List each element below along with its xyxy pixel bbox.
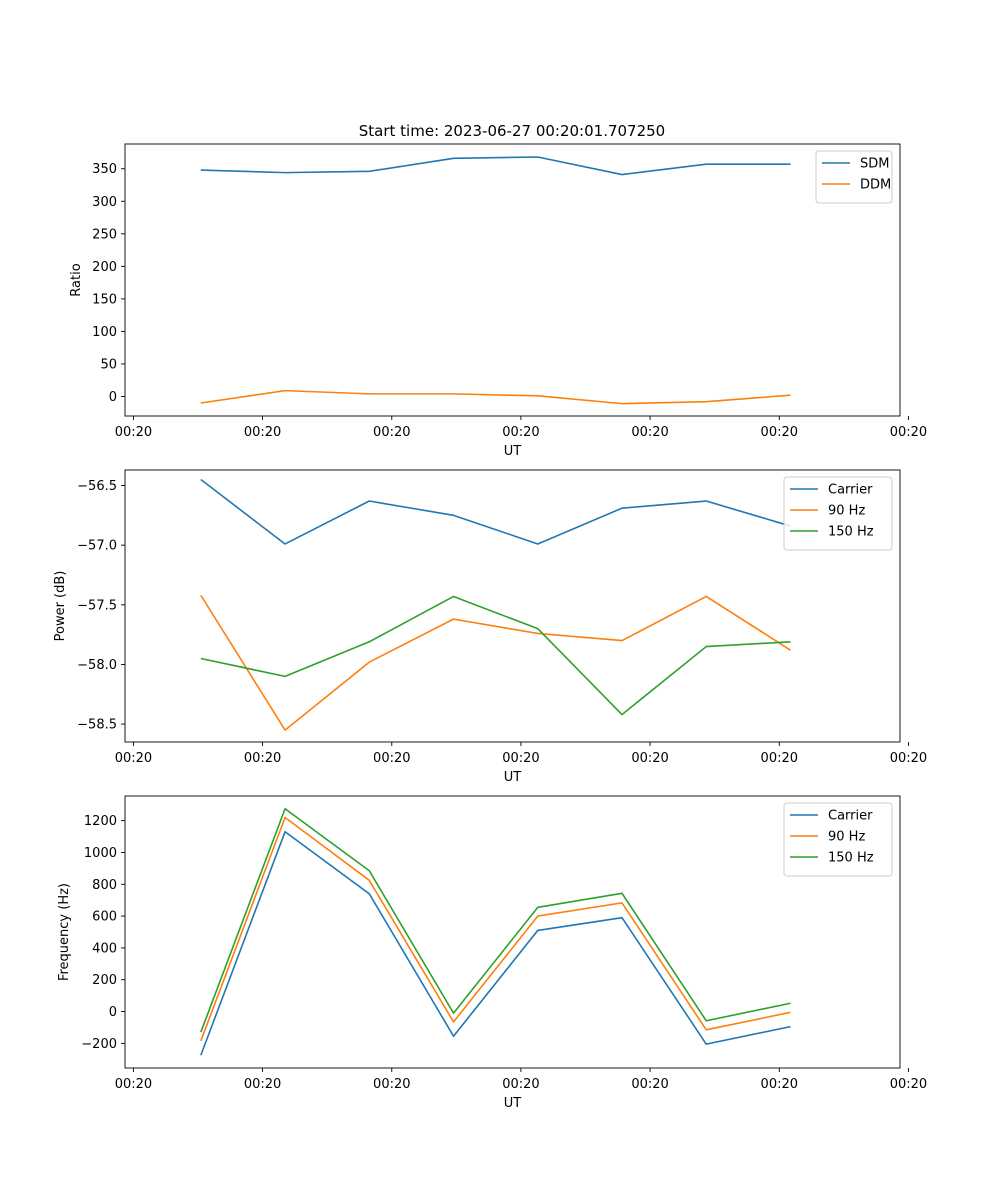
y-tick-label: 150 [92, 292, 117, 307]
series-line-carrier [200, 830, 791, 1056]
legend: SDM DDM [815, 150, 893, 204]
x-tick-label: 00:20 [115, 751, 152, 766]
legend-label: Carrier [828, 483, 873, 498]
legend: Carrier 90 Hz 150 Hz [783, 476, 893, 551]
x-tick-label: 00:20 [115, 1077, 152, 1092]
subplot-2: 00:20 00:20 00:20 00:20 00:20 00:20 00:20 −56.5… [53, 469, 927, 785]
y-tick-label: 0 [109, 1005, 117, 1020]
x-tick-label: 00:20 [502, 1077, 539, 1092]
legend-label: 150 Hz [828, 525, 874, 540]
y-tick-label: 400 [92, 941, 117, 956]
x-tick-label: 00:20 [244, 1077, 281, 1092]
x-tick-label: 00:20 [631, 1077, 668, 1092]
x-tick-label: 00:20 [373, 1077, 410, 1092]
x-tick-label: 00:20 [373, 425, 410, 440]
y-axis-label: Power (dB) [53, 571, 68, 642]
y-axis-label: Ratio [69, 263, 84, 296]
y-tick-label: −57.5 [77, 598, 117, 613]
x-tick-label: 00:20 [631, 425, 668, 440]
axes-frame [124, 143, 901, 417]
x-tick-label: 00:20 [890, 751, 927, 766]
y-tick-label: 350 [92, 162, 117, 177]
x-tick-label: 00:20 [244, 751, 281, 766]
y-tick-label: 1000 [84, 846, 117, 861]
y-tick-label: 200 [92, 973, 117, 988]
y-tick-label: 300 [92, 195, 117, 210]
y-tick-label: 0 [109, 390, 117, 405]
x-tick-label: 00:20 [761, 425, 798, 440]
y-tick-label: 200 [92, 260, 117, 275]
x-tick-label: 00:20 [631, 751, 668, 766]
y-tick-label: 250 [92, 227, 117, 242]
subplot-3: 00:20 00:20 00:20 00:20 00:20 00:20 00:20 −200 0… [57, 795, 927, 1111]
x-tick-label: 00:20 [890, 425, 927, 440]
y-tick-label: −58.5 [77, 718, 117, 733]
series-line-150-hz [200, 807, 791, 1033]
y-tick-label: 50 [100, 357, 117, 372]
x-tick-label: 00:20 [502, 751, 539, 766]
series-line-90-hz [200, 594, 791, 731]
y-tick-label: −56.5 [77, 479, 117, 494]
x-axis-label: UT [504, 444, 522, 459]
x-tick-label: 00:20 [115, 425, 152, 440]
series-line-carrier [200, 478, 791, 545]
subplots: 00:20 00:20 00:20 00:20 00:20 00:20 00:20 0 50 10… [53, 143, 927, 1111]
subplot-1: 00:20 00:20 00:20 00:20 00:20 00:20 00:20 0 50 10… [69, 143, 927, 459]
series-line-90-hz [200, 816, 791, 1042]
y-axis-label: Frequency (Hz) [57, 883, 72, 981]
legend: Carrier 90 Hz 150 Hz [783, 802, 893, 877]
y-tick-label: −57.0 [77, 539, 117, 554]
legend-label: SDM [860, 157, 889, 172]
legend-label: 90 Hz [828, 830, 865, 845]
x-axis-label: UT [504, 1096, 522, 1111]
x-tick-label: 00:20 [373, 751, 410, 766]
y-tick-label: 600 [92, 910, 117, 925]
legend-label: 150 Hz [828, 851, 874, 866]
y-tick-label: −200 [81, 1037, 117, 1052]
series-line-150-hz [200, 595, 791, 716]
x-tick-label: 00:20 [502, 425, 539, 440]
legend-label: 90 Hz [828, 504, 865, 519]
series-line-ddm [200, 389, 791, 405]
series-line-sdm [200, 156, 791, 176]
y-tick-label: 800 [92, 878, 117, 893]
x-tick-label: 00:20 [890, 1077, 927, 1092]
y-tick-label: 100 [92, 325, 117, 340]
legend-label: DDM [860, 178, 891, 193]
chart-title: Start time: 2023-06-27 00:20:01.707250 [359, 122, 665, 140]
x-axis-label: UT [504, 770, 522, 785]
x-tick-label: 00:20 [761, 1077, 798, 1092]
axes-frame [124, 795, 901, 1069]
x-tick-label: 00:20 [244, 425, 281, 440]
y-tick-label: −58.0 [77, 658, 117, 673]
axes-frame [124, 469, 901, 743]
legend-box [815, 150, 893, 204]
legend-label: Carrier [828, 809, 873, 824]
x-tick-label: 00:20 [761, 751, 798, 766]
y-tick-label: 1200 [84, 814, 117, 829]
